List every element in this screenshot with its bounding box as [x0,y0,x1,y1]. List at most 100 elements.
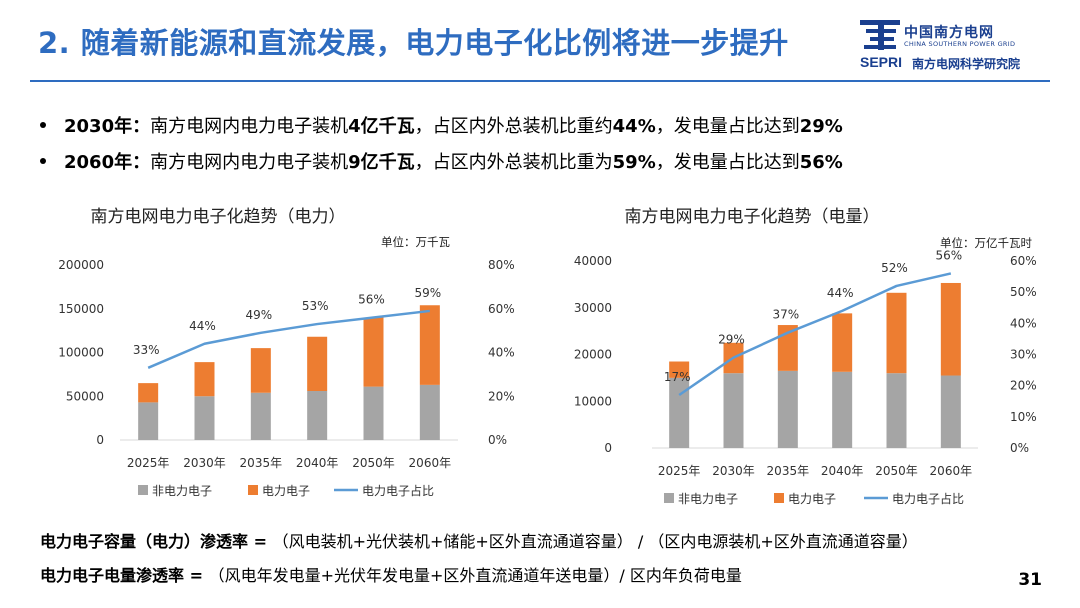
bullet-highlight: 29% [799,116,843,137]
bar-non-power-electronics [777,370,798,448]
bar-non-power-electronics [940,375,961,448]
y-axis-right-tick: 50% [1010,285,1037,299]
formula-label: 电力电子电量渗透率 = [40,566,209,585]
company-logo: 中国南方电网 CHINA SOUTHERN POWER GRID SEPRI 南… [858,14,1048,74]
csg-logo-icon [860,20,900,50]
y-axis-right-tick: 30% [1010,348,1037,362]
capacity-chart-svg: 南方电网电力电子化趋势（电力） 单位：万千瓦 0 50000 100000 150000 2… [58,207,515,498]
x-axis-category-label: 2060年 [409,456,452,470]
bullet-text: ，占区内外总装机比重约 [414,116,613,137]
y-axis-right-tick: 60% [1010,254,1037,268]
y-axis-left-tick: 0 [604,441,612,455]
page-title: 2. 随着新能源和直流发展，电力电子化比例将进一步提升 [38,26,789,60]
data-label-share: 53% [302,299,329,313]
bullet-highlight: 4亿千瓦 [348,116,415,137]
bar-non-power-electronics [723,373,744,448]
data-label-share: 29% [718,333,745,347]
y-axis-right-tick: 20% [488,389,515,403]
bar-power-electronics [832,313,853,372]
line-power-electronics-share [147,309,430,369]
legend-swatch-gray [138,485,148,495]
legend-swatch-gray [664,493,674,503]
energy-chart: 南方电网电力电子化趋势（电量） 单位：万亿千瓦时 0 10000 20000 30000 4… [560,195,1050,519]
x-axis-category-label: 2040年 [821,464,864,478]
bar-power-electronics [138,383,159,403]
y-axis-left-tick: 150000 [58,302,104,316]
data-label-share: 17% [664,370,691,384]
bar-power-electronics [194,362,215,397]
legend-swatch-orange [248,485,258,495]
y-axis-left-tick: 200000 [58,258,104,272]
y-axis-right-tick: 40% [1010,316,1037,330]
x-axis-category-label: 2035年 [240,456,283,470]
bullet-text: 南方电网内电力电子装机 [150,116,349,137]
y-axis-right-tick: 20% [1010,379,1037,393]
bullet-year: 2030年： [64,116,151,137]
data-label-share: 44% [827,286,854,300]
y-axis-left-tick: 50000 [66,389,104,403]
x-axis-category-label: 2050年 [352,456,395,470]
data-label-share: 37% [772,308,799,322]
bar-non-power-electronics [669,377,690,448]
bar-power-electronics [886,292,907,374]
logo-sepri: SEPRI [860,54,903,70]
bar-non-power-electronics [419,384,440,440]
energy-chart-svg: 南方电网电力电子化趋势（电量） 单位：万亿千瓦时 0 10000 20000 30000 4… [574,207,1037,506]
y-axis-right-tick: 80% [488,258,515,272]
legend-label: 非电力电子 [152,484,212,498]
bullet-dot-icon [40,122,46,128]
bar-power-electronics [419,305,440,385]
bar-power-electronics [777,325,798,371]
line-power-electronics-share [678,272,952,397]
page-number: 31 [1018,570,1042,590]
formula-label: 电力电子容量（电力）渗透率 = [40,532,273,551]
logo-english-name: CHINA SOUTHERN POWER GRID [904,40,1016,48]
chart-unit-label: 单位：万亿千瓦时 [940,236,1032,250]
bar-power-electronics [940,282,961,376]
bar-power-electronics [669,361,690,378]
data-label-share: 49% [245,308,272,322]
y-axis-left-tick: 40000 [574,254,612,268]
x-axis-category-label: 2030年 [712,464,755,478]
y-axis-right-tick: 40% [488,346,515,360]
y-axis-left-tick: 100000 [58,346,104,360]
bullet-text: ，发电量占比达到 [655,152,800,173]
logo-institute-name: 南方电网科学研究院 [912,57,1021,71]
data-label-share: 52% [881,261,908,275]
capacity-penetration-formula: 电力电子容量（电力）渗透率 = （风电装机+光伏装机+储能+区外直流通道容量） … [40,528,918,552]
logo-chinese-name: 中国南方电网 [904,25,994,41]
bullet-2030: 2030年：南方电网内电力电子装机4亿千瓦，占区内外总装机比重约44%，发电量占… [40,112,843,138]
bullet-highlight: 59% [612,152,656,173]
bar-non-power-electronics [138,402,159,440]
y-axis-left-tick: 0 [96,433,104,447]
bullet-text: 南方电网内电力电子装机 [150,152,349,173]
y-axis-left-tick: 10000 [574,394,612,408]
x-axis-category-label: 2035年 [767,464,810,478]
bar-non-power-electronics [832,371,853,448]
legend-label: 电力电子 [262,484,310,498]
bar-non-power-electronics [363,386,384,440]
x-axis-category-label: 2025年 [127,456,170,470]
legend-swatch-orange [774,493,784,503]
y-axis-left-tick: 30000 [574,301,612,315]
energy-penetration-formula: 电力电子电量渗透率 = （风电年发电量+光伏年发电量+区外直流通道年送电量）/ … [40,562,742,586]
bar-non-power-electronics [194,396,215,440]
x-axis-category-label: 2060年 [930,464,973,478]
bar-power-electronics [250,348,271,393]
legend-label: 电力电子 [788,492,836,506]
data-label-share: 44% [189,319,216,333]
data-label-share: 59% [414,286,441,300]
legend-label: 电力电子占比 [892,491,964,506]
bullet-dot-icon [40,158,46,164]
data-label-share: 33% [133,343,160,357]
y-axis-right-tick: 60% [488,302,515,316]
chart-title: 南方电网电力电子化趋势（电量） [625,207,880,227]
data-label-share: 56% [935,248,962,262]
legend-label: 非电力电子 [678,492,738,506]
bar-non-power-electronics [886,373,907,448]
x-axis-category-label: 2050年 [875,464,918,478]
bar-power-electronics [307,336,328,391]
bullet-highlight: 44% [612,116,656,137]
bullet-2060: 2060年：南方电网内电力电子装机9亿千瓦，占区内外总装机比重为59%，发电量占… [40,148,843,174]
bullet-highlight: 56% [799,152,843,173]
